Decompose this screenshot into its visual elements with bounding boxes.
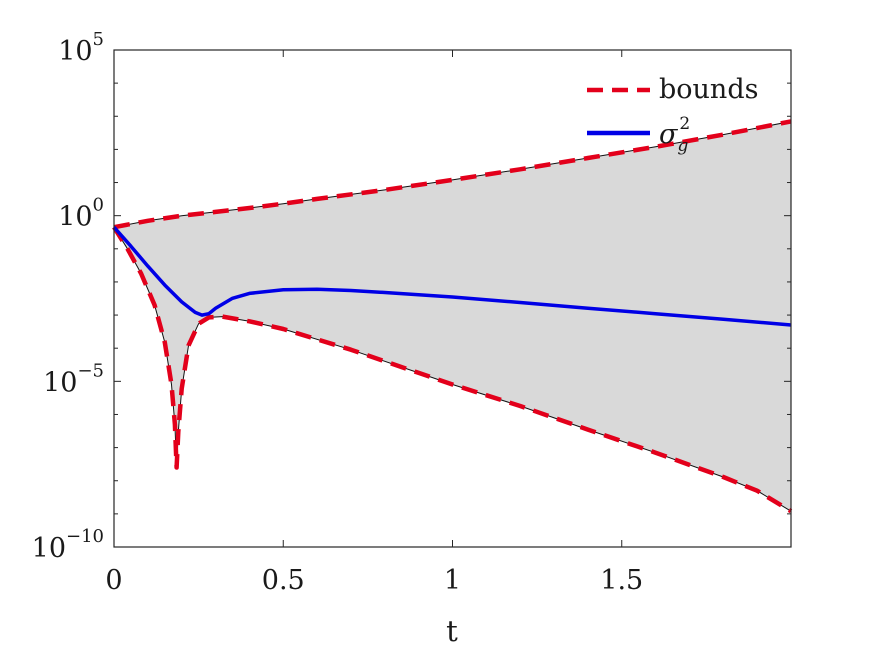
legend-label-variance: σg2 <box>659 114 690 156</box>
lower-bound-line <box>112 226 793 514</box>
legend-label-bounds: bounds <box>659 74 758 105</box>
x-tick-label: 0.5 <box>262 565 305 596</box>
x-tick-label: 0 <box>105 565 122 596</box>
legend-variance-subscript: g <box>677 136 688 156</box>
y-tick-label: 10−5 <box>43 360 104 398</box>
upper-bound-line <box>113 119 792 230</box>
y-tick-label: 10−10 <box>32 526 104 564</box>
x-axis-label: t <box>446 614 458 648</box>
x-tick-label: 1.5 <box>600 565 643 596</box>
y-tick-label: 105 <box>58 29 104 67</box>
legend-variance-superscript: 2 <box>679 114 690 134</box>
shaded-region <box>114 121 791 512</box>
variance-line <box>112 226 792 327</box>
x-tick-label: 1 <box>444 565 461 596</box>
legend-variance-symbol: σ <box>659 119 679 150</box>
y-tick-label: 100 <box>58 195 104 233</box>
legend: bounds σg2 <box>587 74 758 156</box>
